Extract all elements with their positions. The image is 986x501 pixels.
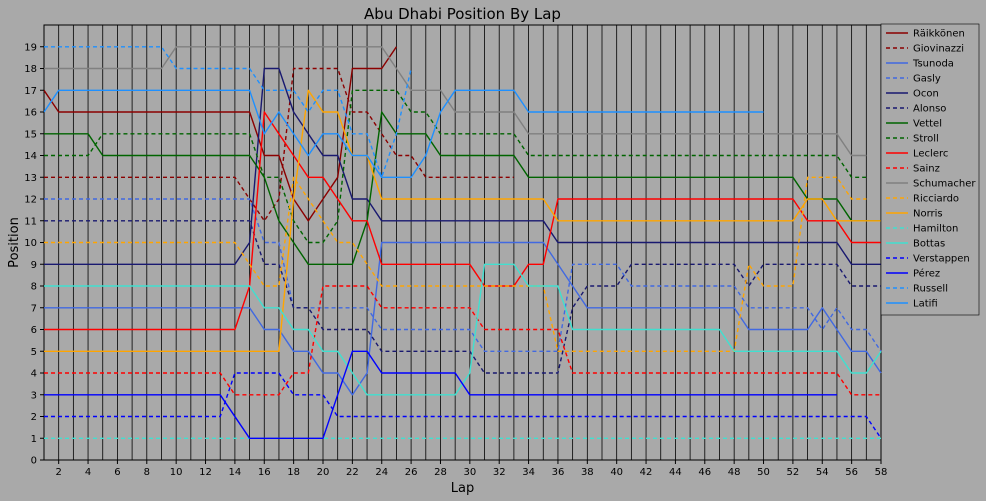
y-tick-label: 8 [31, 282, 37, 293]
x-tick-label: 14 [229, 467, 242, 478]
y-tick-label: 17 [24, 86, 37, 97]
y-tick-label: 11 [24, 216, 37, 227]
series-line-schumacher [44, 46, 867, 157]
series-line-latifi [43, 89, 764, 179]
series-line-giovinazzi [44, 67, 514, 222]
legend-label: Gasly [913, 74, 941, 85]
x-tick-label: 56 [845, 467, 858, 478]
x-tick-label: 36 [552, 467, 565, 478]
series-line-bottas [44, 263, 882, 396]
y-tick-label: 15 [24, 129, 37, 140]
y-axis-label: Position [7, 217, 22, 268]
legend-label: Vettel [913, 119, 942, 130]
x-tick-label: 48 [728, 467, 741, 478]
y-tick-label: 2 [31, 412, 37, 423]
x-tick-label: 34 [522, 467, 535, 478]
x-axis-label: Lap [451, 481, 474, 496]
legend: Räikkönen Giovinazzi Tsunoda Gasly Ocon Alons… [880, 23, 980, 316]
legend-label: Bottas [913, 239, 945, 250]
legend-label: Leclerc [913, 149, 948, 160]
x-tick-label: 10 [170, 467, 183, 478]
x-tick-label: 12 [199, 467, 212, 478]
legend-label: Schumacher [913, 179, 976, 190]
legend-label: Latifi [913, 299, 938, 310]
y-tick-label: 10 [24, 238, 37, 249]
y-tick-label: 3 [31, 390, 37, 401]
legend-label: Russell [913, 284, 948, 295]
x-tick-label: 26 [405, 467, 418, 478]
series-line-stroll [44, 89, 867, 244]
y-tick-label: 1 [31, 434, 37, 445]
x-tick-label: 40 [610, 467, 623, 478]
x-tick-label: 4 [85, 467, 91, 478]
legend-label: Sainz [913, 164, 940, 175]
x-tick-label: 46 [698, 467, 711, 478]
series-line-ocon [44, 67, 881, 265]
x-tick-label: 22 [346, 467, 359, 478]
legend-label: Ricciardo [913, 194, 959, 205]
y-tick-label: 16 [24, 108, 37, 119]
series-line-norris [44, 89, 881, 352]
x-tick-label: 20 [317, 467, 330, 478]
y-tick-label: 7 [31, 303, 37, 314]
series-lines [43, 46, 882, 439]
y-tick-label: 19 [24, 42, 37, 53]
x-tick-label: 18 [287, 467, 300, 478]
x-tick-label: 38 [581, 467, 594, 478]
series-line-p-rez [44, 350, 837, 439]
legend-label: Ocon [913, 89, 939, 100]
legend-label: Alonso [913, 104, 946, 115]
series-line-leclerc [44, 111, 881, 331]
x-tick-label: 42 [640, 467, 653, 478]
x-tick-label: 2 [55, 467, 61, 478]
x-tick-label: 24 [375, 467, 388, 478]
series-line-r-ikk-nen [43, 46, 397, 222]
y-tick-label: 12 [24, 195, 37, 206]
y-tick-label: 9 [31, 260, 37, 271]
x-tick-label: 58 [875, 467, 888, 478]
legend-label: Giovinazzi [913, 44, 964, 55]
x-tick-label: 50 [757, 467, 770, 478]
legend-label: Norris [913, 209, 943, 220]
legend-label: Hamilton [913, 224, 958, 235]
y-tick-label: 4 [31, 369, 37, 380]
y-tick-label: 18 [24, 64, 37, 75]
y-tick-label: 14 [24, 151, 37, 162]
x-axis-ticks: 2 4 6 8 10 12 14 16 18 20 22 24 26 28 30 32 34 36 38 40 42 44… [55, 460, 887, 478]
y-tick-label: 0 [31, 456, 37, 467]
y-tick-label: 6 [31, 325, 37, 336]
legend-label: Tsunoda [912, 59, 954, 70]
legend-label: Stroll [913, 134, 939, 145]
series-line-russell [44, 46, 412, 179]
x-tick-label: 54 [816, 467, 829, 478]
series-line-alonso [44, 220, 881, 374]
x-tick-label: 30 [463, 467, 476, 478]
x-tick-label: 28 [434, 467, 447, 478]
chart-title: Abu Dhabi Position By Lap [364, 5, 561, 23]
x-tick-label: 32 [493, 467, 506, 478]
x-tick-label: 44 [669, 467, 682, 478]
x-tick-label: 6 [114, 467, 120, 478]
x-tick-label: 16 [258, 467, 271, 478]
series-line-sainz [44, 285, 881, 396]
x-tick-label: 52 [787, 467, 800, 478]
legend-label: Verstappen [913, 254, 970, 265]
legend-label: Pérez [913, 268, 940, 280]
legend-box [880, 23, 980, 316]
series-line-tsunoda [44, 241, 882, 396]
x-tick-label: 8 [144, 467, 150, 478]
legend-label: Räikkönen [913, 29, 965, 40]
series-line-ricciardo [44, 176, 867, 352]
y-tick-label: 13 [24, 173, 37, 184]
y-tick-label: 5 [31, 347, 37, 358]
